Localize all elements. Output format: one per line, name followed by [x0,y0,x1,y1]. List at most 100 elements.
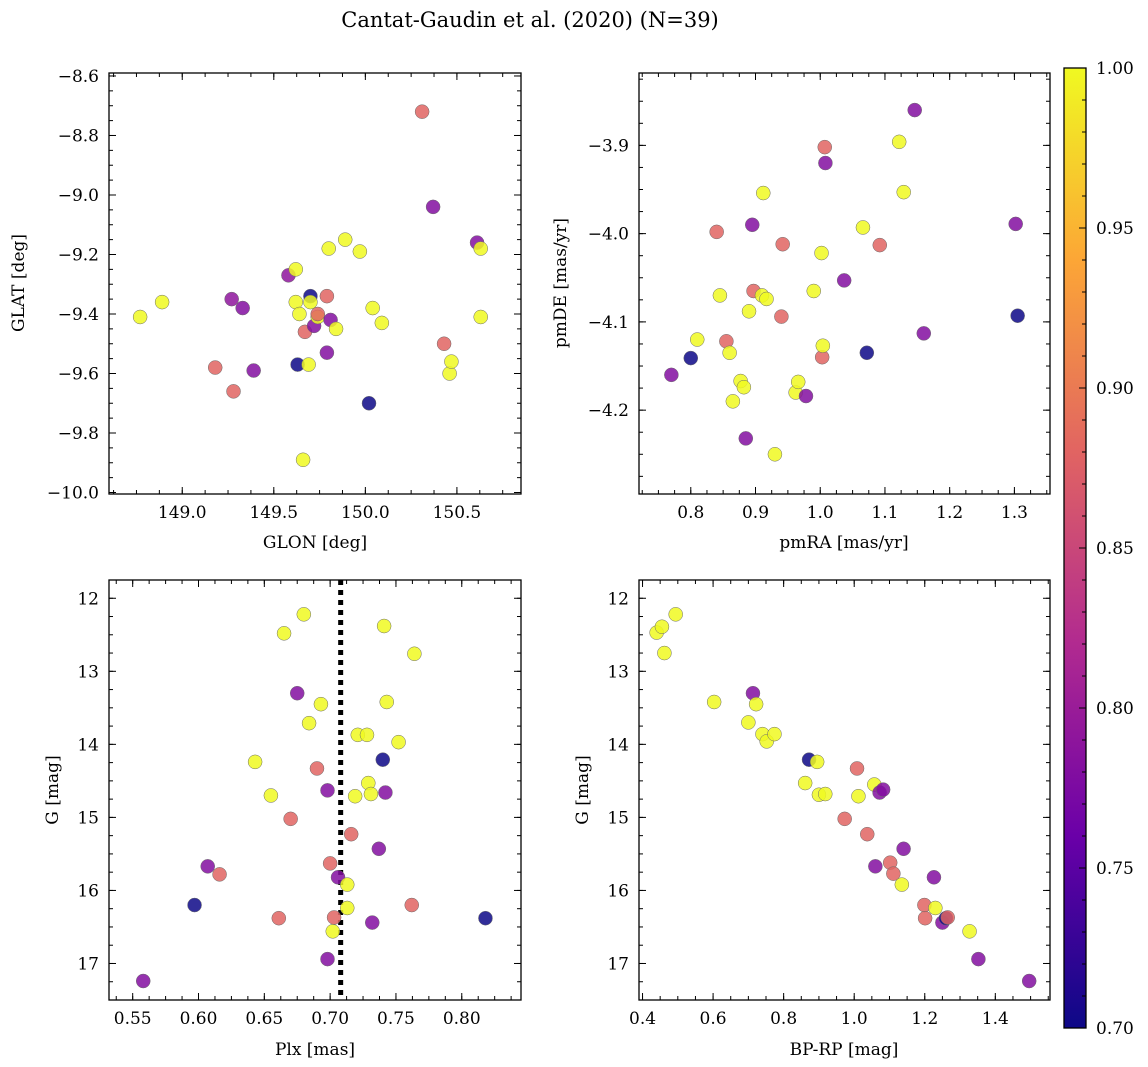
scatter-point [154,294,170,310]
scatter-point [301,715,317,731]
scatter-point [818,155,833,171]
scatter-point [806,283,822,299]
y-tick-label: −8.6 [58,67,99,87]
y-tick-label: −9.0 [58,186,99,206]
y-tick-label: 17 [77,954,99,974]
scatter-point [745,217,760,233]
x-tick-label: 0.9 [742,503,769,523]
scatter-point [296,607,312,622]
x-tick-label: 0.55 [114,1009,152,1029]
scatter-point [940,910,955,925]
scatter-point [319,288,335,304]
scatter-point [767,726,782,742]
scatter-point [709,224,724,240]
scatter-point [790,374,806,390]
y-tick-label: −3.9 [588,136,629,156]
scatter-point [473,241,488,256]
scatter-point [868,859,883,874]
x-tick-label: 0.6 [700,1009,727,1029]
scatter-point [283,811,298,827]
scatter-point [310,306,325,322]
y-tick-label: −9.6 [58,365,99,385]
scatter-point [891,134,907,150]
scatter-point [321,241,336,256]
scatter-point [859,345,875,361]
scatter-point [738,431,754,446]
scatter-point [207,360,223,375]
scatter-point [894,877,910,892]
scatter-point [361,396,377,411]
y-tick-label: 17 [607,954,629,974]
y-tick-label: 16 [77,881,99,901]
scatter-point [1021,973,1037,989]
scatter-point [725,394,741,409]
scatter-point [1010,308,1025,323]
y-tick-label: −4.2 [588,401,629,421]
scatter-point [654,619,670,634]
colorbar-tick-label: 0.70 [1096,1019,1134,1039]
y-tick-label: −9.8 [58,424,99,444]
y-tick-label: 16 [607,881,629,901]
scatter-point [736,379,752,395]
scatter-point [303,294,318,310]
scatter-point [774,309,789,324]
scatter-point [756,185,771,201]
scatter-point [962,924,977,939]
colorbar-ticks: 0.70 0.75 0.80 0.85 0.90 0.95 1.00 [1079,59,1134,1039]
scatter-point [798,388,814,404]
scatter-point [668,607,683,622]
scatter-point [851,788,866,804]
y-tick-label: −10.0 [47,484,99,504]
scatter-point [212,867,227,882]
panel-glon-glat: 149.0 149.5 150.0 150.5 −8.6 −8.8 −9.0 −9.2 −9.4… [9,67,522,553]
scatter-point [809,754,825,770]
scatter-point [1008,216,1023,232]
y-tick-label: 13 [77,662,99,682]
x-tick-label: 0.8 [677,503,704,523]
scatter-point [814,245,829,261]
panel-plx-g: 0.55 0.60 0.65 0.70 0.75 0.80 12 13 14 15 16 17 Plx… [43,579,522,1060]
y-tick-label: 14 [607,735,629,755]
scatter-point [132,309,148,325]
scatter-point [328,321,344,337]
scatter-point [359,727,375,743]
scatter-point [712,288,728,303]
scatter-point [886,866,901,881]
scatter-point [378,785,393,800]
colorbar-tick-label: 0.75 [1096,859,1134,879]
y-tick-label: 15 [77,808,99,828]
points-glon-glat [132,104,488,468]
x-tick-label: 0.70 [311,1009,349,1029]
x-tick-label: 1.0 [841,1009,868,1029]
scatter-point [896,841,911,857]
scatter-point [320,951,335,967]
scatter-point [473,309,488,325]
x-tick-label: 149.0 [158,503,207,523]
scatter-point [860,826,875,842]
x-tick-label: 149.5 [249,503,298,523]
plot-area-plx-g [108,579,522,1001]
scatter-point [875,782,891,797]
scatter-point [690,332,705,347]
points-bprp-g [649,607,1037,989]
x-tick-label: 1.4 [982,1009,1009,1029]
scatter-point [371,841,387,857]
y-tick-label: −4.1 [588,313,629,333]
y-tick-label: −8.8 [58,126,99,146]
scatter-point [837,811,852,827]
scatter-point [855,220,871,235]
points-pmra-pmde [664,102,1025,462]
scatter-point [289,685,305,701]
scatter-point [404,897,419,913]
scatter-point [339,900,355,916]
panel-bprp-g: 0.4 0.6 0.8 1.0 1.2 1.4 12 13 14 15 16 17 BP-RP [ma… [573,579,1051,1060]
scatter-point [872,237,888,253]
scatter-point [374,315,390,331]
scatter-point [326,910,342,925]
scatter-point [917,910,933,926]
y-tick-label: −9.2 [58,245,99,265]
scatter-point [365,300,380,316]
scatter-point [748,696,764,712]
scatter-point [741,304,757,319]
scatter-point [263,788,279,803]
